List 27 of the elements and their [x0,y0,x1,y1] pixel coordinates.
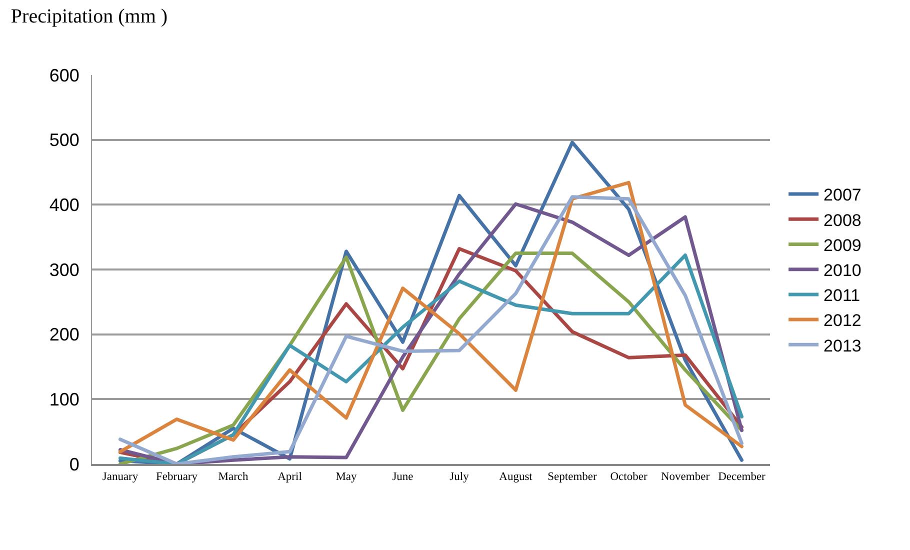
x-tick-label: March [218,470,249,483]
x-tick-label: October [610,470,648,483]
y-tick-label: 600 [49,65,80,86]
y-tick-label: 300 [49,260,80,280]
x-tick-label: August [499,470,534,483]
x-tick-label: November [660,470,710,483]
chart-title: Precipitation (mm ) [10,5,168,28]
legend-label: 2008 [824,210,862,230]
y-tick-label: 200 [49,324,80,345]
legend-label: 2011 [824,286,860,306]
legend-label: 2009 [824,236,862,255]
x-tick-label: June [392,470,414,483]
legend-label: 2012 [824,311,862,330]
x-tick-label: September [548,470,598,483]
y-tick-label: 0 [69,454,80,474]
y-tick-label: 400 [49,194,80,215]
y-tick-label: 500 [49,130,80,150]
x-tick-label: April [278,470,302,483]
x-tick-label: May [336,470,358,483]
x-tick-label: February [156,470,198,483]
y-tick-label: 100 [49,389,80,410]
legend-label: 2007 [824,186,862,205]
x-tick-label: January [102,470,138,483]
x-tick-label: December [718,470,766,483]
legend-label: 2010 [824,260,862,280]
legend-label: 2013 [824,336,862,356]
x-tick-label: July [450,470,470,483]
